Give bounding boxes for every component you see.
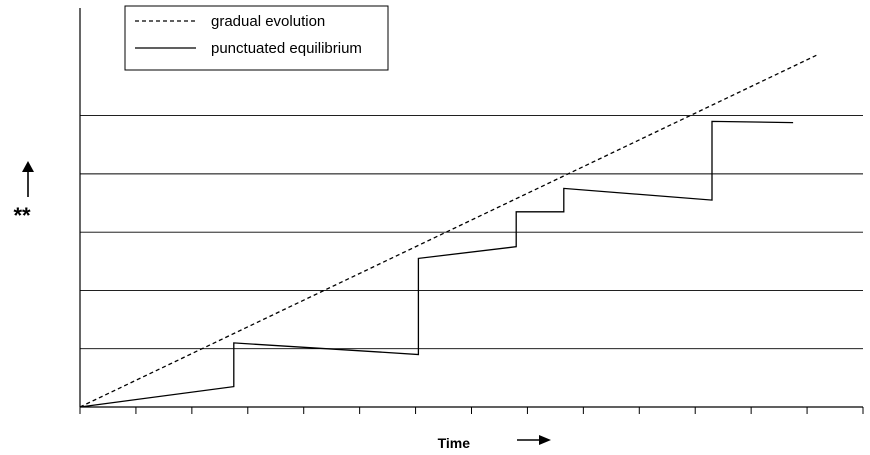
series-lines bbox=[79, 53, 819, 408]
legend: gradual evolution punctuated equilibrium bbox=[124, 5, 389, 71]
y-axis-label: ** bbox=[13, 203, 31, 228]
x-axis-label: Time bbox=[438, 435, 471, 451]
y-up-arrowhead-icon bbox=[22, 161, 34, 172]
x-ticks bbox=[79, 407, 864, 414]
y-axis-indicator: ** bbox=[13, 161, 34, 228]
legend-box bbox=[124, 5, 389, 71]
legend-label-punctuated: punctuated equilibrium bbox=[211, 40, 362, 57]
gridlines bbox=[80, 115, 863, 350]
x-right-arrowhead-icon bbox=[539, 435, 551, 445]
x-axis-label-group: Time bbox=[438, 435, 551, 451]
legend-label-gradual: gradual evolution bbox=[211, 13, 325, 30]
series-line-punctuated-equilibrium bbox=[79, 120, 794, 408]
series-line-gradual-evolution bbox=[79, 53, 819, 408]
